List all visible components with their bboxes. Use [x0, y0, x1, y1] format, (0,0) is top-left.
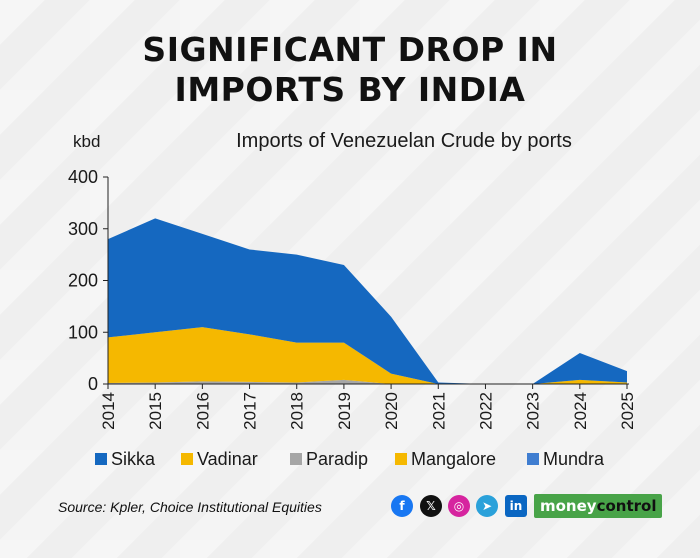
legend-swatch-sikka — [95, 453, 107, 465]
legend-label-mundra: Mundra — [543, 449, 605, 469]
moneycontrol-logo: moneycontrol — [534, 494, 663, 518]
legend-label-mangalore: Mangalore — [411, 449, 496, 469]
area-series-vadinar — [108, 327, 627, 384]
title-line-1: SIGNIFICANT DROP IN — [142, 30, 558, 69]
legend-label-sikka: Sikka — [111, 449, 156, 469]
legend-swatch-paradip — [290, 453, 302, 465]
x-tick-label: 2025 — [618, 392, 637, 430]
facebook-icon[interactable]: f — [391, 495, 413, 517]
legend-swatch-vadinar — [181, 453, 193, 465]
legend-label-paradip: Paradip — [306, 449, 368, 469]
title-line-2: IMPORTS BY INDIA — [174, 70, 526, 109]
x-tick-label: 2017 — [241, 392, 260, 430]
x-tick-label: 2019 — [335, 392, 354, 430]
x-tick-label: 2020 — [382, 392, 401, 430]
instagram-icon[interactable]: ◎ — [448, 495, 470, 517]
chart-title: Imports of Venezuelan Crude by ports — [236, 130, 572, 152]
x-tick-label: 2022 — [476, 392, 495, 430]
y-tick-label: 100 — [68, 322, 98, 342]
x-icon[interactable]: 𝕏 — [420, 495, 442, 517]
x-tick-label: 2014 — [99, 392, 118, 430]
brand-part-2: control — [596, 497, 657, 515]
y-tick-label: 400 — [68, 167, 98, 187]
x-tick-label: 2018 — [288, 392, 307, 430]
x-tick-label: 2024 — [571, 392, 590, 430]
y-tick-label: 0 — [88, 374, 98, 394]
page-title: SIGNIFICANT DROP IN IMPORTS BY INDIA — [0, 30, 700, 110]
brand-part-1: money — [540, 497, 597, 515]
legend-swatch-mundra — [527, 453, 539, 465]
x-tick-label: 2015 — [146, 392, 165, 430]
x-tick-label: 2021 — [429, 392, 448, 430]
y-tick-label: 300 — [68, 219, 98, 239]
telegram-icon[interactable]: ➤ — [476, 495, 498, 517]
source-note: Source: Kpler, Choice Institutional Equi… — [58, 499, 322, 515]
legend-label-vadinar: Vadinar — [197, 449, 258, 469]
linkedin-icon[interactable]: in — [505, 495, 527, 517]
x-tick-label: 2023 — [524, 392, 543, 430]
y-axis-unit: kbd — [73, 132, 100, 151]
area-series-sikka — [108, 218, 627, 384]
x-tick-label: 2016 — [193, 392, 212, 430]
legend-swatch-mangalore — [395, 453, 407, 465]
y-tick-label: 200 — [68, 271, 98, 291]
